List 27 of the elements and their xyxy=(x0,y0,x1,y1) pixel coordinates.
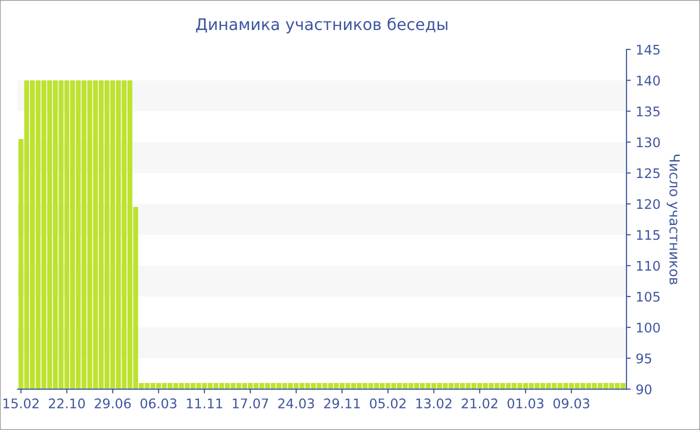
x-tick-label: 09.03 xyxy=(553,398,590,408)
y-tick-label: 90 xyxy=(636,384,652,394)
x-tick-label: 29.11 xyxy=(324,398,360,408)
y-tick-label: 105 xyxy=(636,292,660,302)
x-tick-label: 13.02 xyxy=(416,398,452,408)
y-tick-label: 110 xyxy=(636,260,660,271)
x-tick-label: 01.03 xyxy=(508,398,544,408)
y-tick-label: 95 xyxy=(636,353,652,364)
x-tick-label: 17.07 xyxy=(232,398,268,408)
x-tick-label: 22.10 xyxy=(48,398,85,408)
y-tick-label: 115 xyxy=(636,230,660,240)
x-tick-label: 06.03 xyxy=(140,398,176,408)
x-tick-label: 29.06 xyxy=(94,398,131,408)
x-tick-label: 24.03 xyxy=(278,398,314,408)
y-tick-label: 140 xyxy=(636,76,660,86)
x-tick-label: 21.02 xyxy=(462,398,498,408)
y-tick-label: 120 xyxy=(636,199,660,210)
y-tick-label: 125 xyxy=(636,168,660,178)
x-tick-label: 15.02 xyxy=(4,398,39,408)
y-tick-label: 145 xyxy=(636,44,660,55)
y-tick-label: 130 xyxy=(636,137,660,148)
x-tick-label: 11.11 xyxy=(187,398,222,408)
y-tick-label: 100 xyxy=(636,322,660,333)
y-axis-title: Число участников xyxy=(666,154,680,284)
x-tick-label: 05.02 xyxy=(370,398,406,408)
y-tick-label: 135 xyxy=(636,106,660,116)
chart-title: Динамика участников беседы xyxy=(196,18,448,34)
